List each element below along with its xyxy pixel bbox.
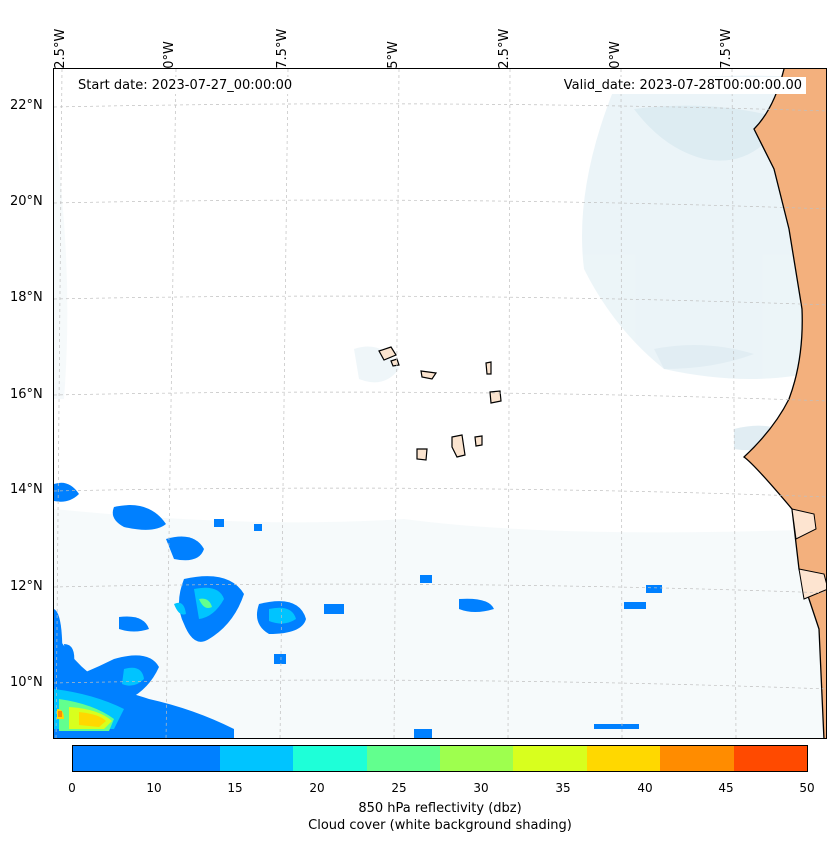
cape-verde-islands <box>378 346 502 461</box>
colorbar-label: 850 hPa reflectivity (dbz) <box>358 801 522 816</box>
colorbar-segment <box>440 746 514 771</box>
lat-label-10n: 10°N <box>10 675 43 690</box>
colorbar-tick-label: 45 <box>718 781 734 795</box>
colorbar-sublabel: Cloud cover (white background shading) <box>308 818 572 833</box>
colorbar-segment <box>219 746 294 771</box>
colorbar-segment <box>733 746 808 771</box>
lat-label-22n: 22°N <box>10 98 43 113</box>
colorbar-segment <box>586 746 661 771</box>
reflectivity-deep-orange <box>58 711 62 717</box>
colorbar-tick-label: 25 <box>391 781 407 795</box>
colorbar-tick-label: 40 <box>637 781 653 795</box>
colorbar-tick-label: 30 <box>473 781 489 795</box>
colorbar-tick-label: 15 <box>227 781 243 795</box>
colorbar-segment <box>293 746 367 771</box>
colorbar-tick-label: 10 <box>146 781 162 795</box>
lat-label-12n: 12°N <box>10 579 43 594</box>
colorbar-tick-label: 35 <box>555 781 571 795</box>
map-frame: Start date: 2023-07-27_00:00:00 Valid_da… <box>53 68 827 739</box>
graticule <box>54 69 826 738</box>
colorbar-segment <box>660 746 734 771</box>
lat-label-20n: 20°N <box>10 194 43 209</box>
map-canvas <box>54 69 826 738</box>
colorbar-segment <box>513 746 587 771</box>
land-africa <box>742 69 826 738</box>
lat-label-14n: 14°N <box>10 482 43 497</box>
colorbar-tick-label: 0 <box>68 781 76 795</box>
cloud-cover-shading <box>54 75 826 738</box>
lat-label-18n: 18°N <box>10 290 43 305</box>
lat-label-16n: 16°N <box>10 387 43 402</box>
start-date-label: Start date: 2023-07-27_00:00:00 <box>74 77 297 94</box>
colorbar-tick-label: 50 <box>799 781 815 795</box>
colorbar-segment <box>73 746 220 771</box>
colorbar-segment <box>366 746 441 771</box>
colorbar <box>72 745 808 772</box>
colorbar-tick-label: 20 <box>309 781 325 795</box>
valid-date-label: Valid_date: 2023-07-28T00:00:00.00 <box>559 77 806 94</box>
